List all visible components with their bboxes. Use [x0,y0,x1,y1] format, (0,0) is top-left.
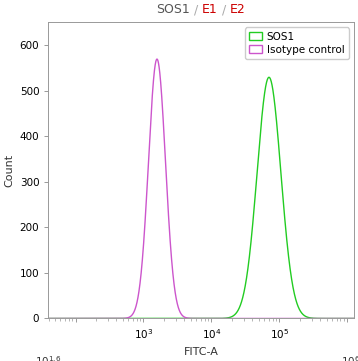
Isotype control [273,316,277,321]
Text: E1: E1 [202,3,218,16]
Isotype control [289,316,293,321]
Isotype control [157,64,161,69]
SOS1 [289,274,293,278]
Text: SOS1: SOS1 [156,3,190,16]
Line: SOS1: SOS1 [48,77,354,318]
Isotype control [227,316,231,321]
Y-axis label: Count: Count [4,154,14,187]
SOS1 [267,75,271,79]
Isotype control [46,316,50,321]
SOS1 [240,296,245,301]
SOS1 [227,316,231,320]
Line: Isotype control: Isotype control [48,59,354,318]
Text: /: / [190,3,202,16]
SOS1 [352,316,356,321]
Legend: SOS1, Isotype control: SOS1, Isotype control [245,27,349,59]
SOS1 [157,316,161,321]
Isotype control [155,57,159,61]
Text: E2: E2 [230,3,246,16]
Text: /: / [218,3,230,16]
Isotype control [352,316,356,321]
SOS1 [46,316,50,321]
X-axis label: FITC-A: FITC-A [184,347,218,357]
Isotype control [62,316,66,321]
SOS1 [62,316,66,321]
Text: $10^{1.6}$: $10^{1.6}$ [35,354,62,361]
Text: $10^{6.1}$: $10^{6.1}$ [341,354,358,361]
Isotype control [240,316,245,321]
SOS1 [273,103,277,107]
